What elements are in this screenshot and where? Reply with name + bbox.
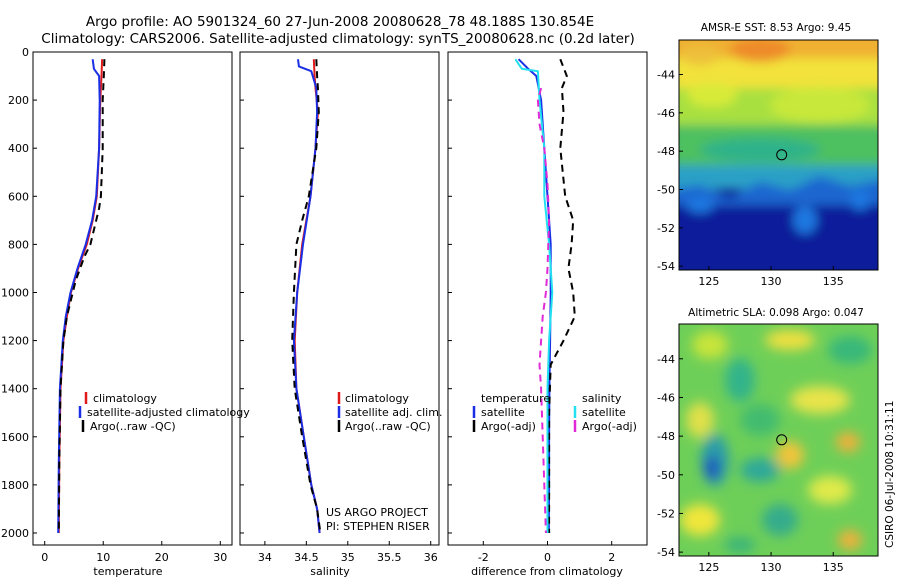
x-tick-label: 0 (544, 551, 551, 564)
x-tick-label: 10 (96, 551, 110, 564)
temperature-panel: 0 10 20 30 0 200 400 600 800 1000 1200 1400 1600 1800… (1, 46, 250, 578)
legend-label-temp-argo: Argo(-adj) (481, 420, 536, 433)
x-tick-label: 20 (155, 551, 169, 564)
y-tick-label: 1800 (1, 479, 29, 492)
y-tick-label: 200 (8, 94, 29, 107)
map-y-tick-label: -54 (657, 260, 675, 273)
y-tick-label: 400 (8, 142, 29, 155)
map-x-tick-label: 125 (698, 561, 719, 574)
sst-map-frame (678, 39, 879, 271)
sla-map-panel: Altimetric SLA: 0.098 Argo: 0.047 (657, 307, 879, 574)
y-tick-label: 1000 (1, 286, 29, 299)
x-tick-label: 2 (608, 551, 615, 564)
legend-label-climatology: climatology (93, 392, 157, 405)
x-tick-label: 36 (424, 551, 438, 564)
map-x-tick-label: 125 (698, 275, 719, 288)
legend-label-argo: Argo(..raw -QC) (90, 420, 176, 433)
map-y-tick-label: -46 (657, 107, 675, 120)
map-y-tick-label: -48 (657, 145, 675, 158)
argo-float-marker (776, 149, 788, 161)
salinity-x-label: salinity (310, 565, 350, 578)
map-x-tick-label: 135 (823, 561, 844, 574)
salinity-legend: climatology satellite adj. clim. Argo(..… (337, 392, 442, 433)
map-x-tick-label: 135 (823, 275, 844, 288)
map-x-tick-label: 130 (761, 561, 782, 574)
map-x-tick-label: 130 (761, 275, 782, 288)
y-tick-label: 1200 (1, 335, 29, 348)
map-y-tick-label: -50 (657, 469, 675, 482)
legend-label-sal-argo: Argo(-adj) (582, 420, 637, 433)
salinity-panel: 34 34.5 35 35.5 36 salinity climatology sate… (239, 51, 442, 578)
x-tick-label: 34 (258, 551, 272, 564)
x-tick-label: 35 (341, 551, 355, 564)
legend-label-satellite: satellite-adjusted climatology (87, 406, 250, 419)
map-y-tick-label: -48 (657, 430, 675, 443)
legend-label-sal-satellite: satellite (582, 406, 626, 419)
y-tick-label: 2000 (1, 527, 29, 540)
temperature-axes-frame (32, 51, 233, 546)
figure-title-line2: Climatology: CARS2006. Satellite-adjuste… (41, 31, 634, 47)
legend-heading-temperature: temperature (481, 392, 550, 405)
x-tick-label: 0 (41, 551, 48, 564)
temperature-legend: climatology satellite-adjusted climatolo… (78, 392, 250, 433)
map-y-tick-label: -52 (657, 222, 675, 235)
sst-map-panel: AMSR-E SST: 8.53 Argo: 9.45 (657, 22, 879, 289)
y-tick-label: 1600 (1, 431, 29, 444)
figure-title-line1: Argo profile: AO 5901324_60 27-Jun-2008 … (86, 14, 594, 30)
argo-float-marker (776, 434, 788, 446)
temperature-x-label: temperature (93, 565, 162, 578)
legend-label-satellite: satellite adj. clim. (345, 406, 442, 419)
project-credit: US ARGO PROJECT (326, 506, 428, 519)
sst-heatmap (679, 40, 878, 270)
sla-map-frame (678, 323, 879, 557)
series-line-salinity-satellite (514, 58, 554, 533)
series-line-satellite-adjusted-climatology (57, 59, 101, 534)
series-line-argo-raw-qc (291, 59, 322, 534)
map-y-tick-label: -50 (657, 184, 675, 197)
x-tick-label: 30 (213, 551, 227, 564)
y-tick-label: 600 (8, 190, 29, 203)
series-line-salinity-argo-adj (536, 87, 551, 534)
series-line-climatology (57, 59, 104, 534)
x-tick-label: 34.5 (294, 551, 319, 564)
difference-plot-marks: -2 0 2 (448, 51, 615, 564)
salinity-axes-frame (239, 51, 440, 546)
csiro-timestamp: CSIRO 06-Jul-2008 10:31:11 (884, 401, 896, 548)
y-tick-label: 0 (22, 46, 29, 59)
y-tick-label: 1400 (1, 383, 29, 396)
map-y-tick-label: -52 (657, 507, 675, 520)
sst-map-title: AMSR-E SST: 8.53 Argo: 9.45 (701, 22, 851, 34)
difference-x-label: difference from climatology (471, 565, 623, 578)
map-y-tick-label: -54 (657, 546, 675, 559)
legend-label-climatology: climatology (345, 392, 409, 405)
legend-heading-salinity: salinity (582, 392, 622, 405)
y-tick-label: 800 (8, 238, 29, 251)
sst-map-axes: 125 130 135 -44 -46 -48 -50 -52 -54 (657, 69, 844, 289)
x-tick-label: 35.5 (377, 551, 402, 564)
salinity-plot-marks: 34 34.5 35 35.5 36 (240, 51, 438, 564)
map-y-tick-label: -44 (657, 69, 675, 82)
difference-legend: temperature satellite Argo(-adj) salinit… (472, 392, 637, 433)
series-line-argo-raw-qc (57, 59, 106, 534)
pi-credit: PI: STEPHEN RISER (326, 520, 430, 533)
map-y-tick-label: -44 (657, 353, 675, 366)
temperature-plot-marks: 0 10 20 30 0 200 400 600 800 1000 1200 1400 1600 1800… (1, 46, 227, 564)
legend-label-temp-satellite: satellite (481, 406, 525, 419)
sla-heatmap (679, 324, 878, 556)
series-line-satellite-adj-clim (292, 59, 321, 534)
sla-map-title: Altimetric SLA: 0.098 Argo: 0.047 (688, 307, 864, 319)
x-tick-label: -2 (478, 551, 489, 564)
series-line-temperature-argo-adj (548, 58, 576, 533)
sla-map-axes: 125 130 135 -44 -46 -48 -50 -52 -54 (657, 353, 844, 574)
difference-panel: -2 0 2 difference from climatology tempera… (447, 51, 648, 578)
legend-label-argo: Argo(..raw -QC) (345, 420, 431, 433)
map-y-tick-label: -46 (657, 391, 675, 404)
